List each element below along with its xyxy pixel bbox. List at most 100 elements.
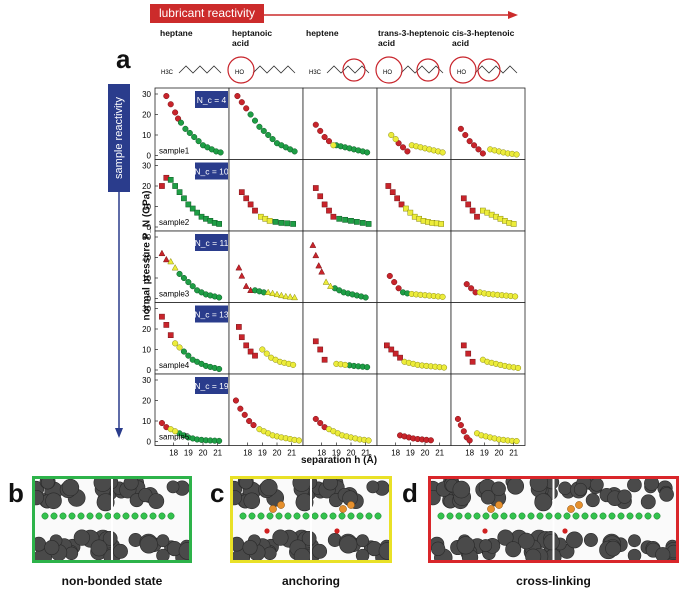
molecule-chain <box>474 65 518 74</box>
surface-atom <box>260 479 278 497</box>
carbon-atom <box>149 512 157 520</box>
molecule-name-trans-3-heptenoic-acid: trans-3-heptenoic acid <box>378 28 450 48</box>
sample-reactivity-badge: sample reactivity <box>108 84 130 192</box>
data-point-red <box>392 350 399 357</box>
carbon-atom <box>140 512 148 520</box>
reactive-carbon-atom <box>567 505 575 513</box>
data-point-red <box>465 201 472 208</box>
data-point-green <box>180 348 187 355</box>
carbon-atom <box>482 512 490 520</box>
data-point-green <box>290 221 296 227</box>
molecule-chain <box>252 65 296 74</box>
surface-atom <box>40 479 55 490</box>
data-point-green <box>342 216 348 223</box>
x-tick-label: 20 <box>273 449 282 458</box>
x-tick-label: 21 <box>213 449 222 458</box>
surface-atom <box>339 535 358 554</box>
data-point-green <box>291 148 298 155</box>
molecule-formula: HO <box>383 70 392 76</box>
nc-badge <box>195 305 228 323</box>
x-tick-label: 20 <box>495 449 504 458</box>
y-tick-label: 30 <box>142 305 151 314</box>
x-tick-label: 19 <box>406 449 415 458</box>
data-point-red <box>469 358 476 365</box>
cross-linking-figure <box>428 476 679 563</box>
data-point-red <box>163 93 170 100</box>
surface-atom <box>35 489 44 506</box>
surface-atom <box>378 542 389 560</box>
surface-atom <box>479 539 493 552</box>
carbon-atom <box>617 512 625 520</box>
carbon-atom <box>374 512 382 520</box>
data-point-yellow <box>510 221 517 227</box>
data-point-yellow <box>277 291 285 299</box>
data-point-red <box>175 115 182 122</box>
surface-atom <box>525 548 542 560</box>
data-point-red <box>252 352 258 359</box>
carbon-atom <box>329 512 337 520</box>
reactive-carbon-atom <box>495 501 503 509</box>
data-point-yellow <box>291 293 299 301</box>
carbon-atom <box>455 512 463 520</box>
data-point-green <box>185 279 192 286</box>
molecule-formula: HO <box>235 70 244 76</box>
surface-atom <box>583 533 598 547</box>
x-tick-label: 19 <box>332 449 341 458</box>
carbon-atom <box>239 512 247 520</box>
x-tick-label: 19 <box>480 449 489 458</box>
surface-atom <box>605 540 621 557</box>
data-point-red <box>312 338 319 345</box>
carbon-atom <box>608 512 616 520</box>
data-point-red <box>460 342 467 349</box>
nc-badge <box>195 162 228 180</box>
carbon-atom <box>275 512 283 520</box>
panel-letter-c: c <box>210 478 225 508</box>
data-point-red <box>398 201 405 208</box>
data-point-red <box>384 342 390 349</box>
data-point-red <box>247 201 254 208</box>
surface-atom <box>355 548 370 560</box>
anchoring-figure <box>230 476 392 563</box>
x-tick-label: 18 <box>391 449 400 458</box>
x-tick-label: 21 <box>509 449 518 458</box>
data-point-red <box>391 279 398 286</box>
molecule-name-cis-3-heptenoic-acid: cis-3-heptenoic acid <box>452 28 515 48</box>
data-point-yellow <box>286 293 294 300</box>
data-point-red <box>460 195 467 202</box>
sample-label: sample1 <box>159 147 190 156</box>
carbon-atom <box>491 512 499 520</box>
data-point-red <box>475 146 482 153</box>
surface-atom <box>356 534 369 548</box>
surface-atom <box>518 532 535 550</box>
reactive-carbon-atom <box>575 501 583 509</box>
carbon-atom <box>320 512 328 520</box>
data-point-red <box>252 207 258 214</box>
surface-atom <box>627 479 642 493</box>
carbon-atom <box>581 512 589 520</box>
surface-atom <box>534 493 553 512</box>
carbon-atom <box>68 512 76 520</box>
data-point-green <box>365 221 372 227</box>
data-point-red <box>466 437 473 444</box>
nc-label: N_c = 11 <box>195 238 229 248</box>
data-point-yellow <box>365 437 372 444</box>
x-tick-label: 21 <box>435 449 444 458</box>
carbon-atom <box>41 512 49 520</box>
surface-atom <box>322 479 338 491</box>
surface-atom <box>272 529 289 546</box>
data-point-red <box>238 334 245 341</box>
y-tick-label: 20 <box>142 254 151 263</box>
data-point-green <box>348 218 354 224</box>
panel-letter-b: b <box>8 478 24 508</box>
data-point-red <box>388 346 395 353</box>
nc-badge <box>195 91 228 108</box>
carbon-atom <box>50 512 58 520</box>
data-point-red <box>238 189 245 196</box>
oxygen-atom <box>334 528 340 534</box>
surface-atom <box>295 493 314 512</box>
carbon-atom <box>599 512 607 520</box>
data-point-green <box>181 195 187 202</box>
y-tick-label: 30 <box>142 233 151 242</box>
surface-atom <box>456 536 475 555</box>
surface-atom <box>148 493 165 510</box>
